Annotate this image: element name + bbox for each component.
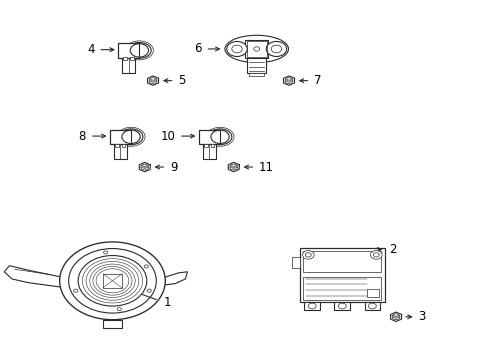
Circle shape	[271, 45, 281, 53]
Circle shape	[74, 289, 78, 292]
Circle shape	[302, 251, 313, 259]
Bar	[303, 277, 380, 300]
Text: 10: 10	[160, 130, 175, 143]
Bar	[198, 130, 220, 144]
Bar	[118, 43, 139, 58]
Ellipse shape	[224, 35, 288, 63]
Circle shape	[210, 130, 229, 144]
Circle shape	[122, 130, 140, 144]
Bar	[204, 144, 208, 147]
Polygon shape	[163, 272, 187, 285]
Bar	[304, 302, 319, 310]
Bar	[114, 144, 126, 159]
Bar	[303, 251, 380, 272]
Bar	[244, 40, 268, 58]
Circle shape	[265, 41, 286, 57]
Bar	[103, 274, 122, 288]
Circle shape	[103, 251, 107, 254]
Bar	[364, 302, 380, 310]
Bar	[367, 289, 379, 297]
Ellipse shape	[119, 129, 142, 145]
Text: 4: 4	[87, 43, 94, 56]
Ellipse shape	[208, 129, 231, 145]
Circle shape	[117, 307, 121, 311]
Bar	[123, 57, 127, 60]
Polygon shape	[4, 266, 62, 287]
Bar	[334, 302, 349, 310]
Circle shape	[78, 256, 146, 306]
Circle shape	[147, 289, 151, 292]
Bar	[130, 57, 134, 60]
Text: 9: 9	[170, 161, 177, 174]
Bar	[291, 257, 299, 268]
Text: 8: 8	[79, 130, 86, 143]
Bar	[246, 41, 266, 57]
Text: 1: 1	[163, 296, 171, 309]
Bar	[249, 73, 264, 76]
Bar	[198, 130, 220, 144]
Bar	[210, 144, 214, 147]
Bar	[122, 58, 135, 73]
Text: 11: 11	[259, 161, 274, 174]
Text: 5: 5	[178, 74, 185, 87]
Circle shape	[144, 265, 148, 268]
Bar	[247, 58, 265, 73]
Circle shape	[130, 44, 148, 57]
Text: 7: 7	[314, 74, 321, 87]
Bar	[203, 144, 215, 159]
Text: 6: 6	[194, 42, 201, 55]
Bar	[109, 130, 131, 144]
Bar	[122, 144, 125, 147]
Circle shape	[370, 251, 382, 259]
Circle shape	[60, 242, 165, 320]
Bar	[103, 320, 122, 328]
Ellipse shape	[127, 42, 151, 58]
Bar	[299, 248, 384, 302]
Text: 2: 2	[388, 243, 395, 256]
Bar	[118, 43, 139, 58]
Text: 3: 3	[417, 310, 425, 323]
Circle shape	[231, 45, 242, 53]
Bar	[109, 130, 131, 144]
Bar	[115, 144, 119, 147]
Circle shape	[226, 41, 247, 57]
